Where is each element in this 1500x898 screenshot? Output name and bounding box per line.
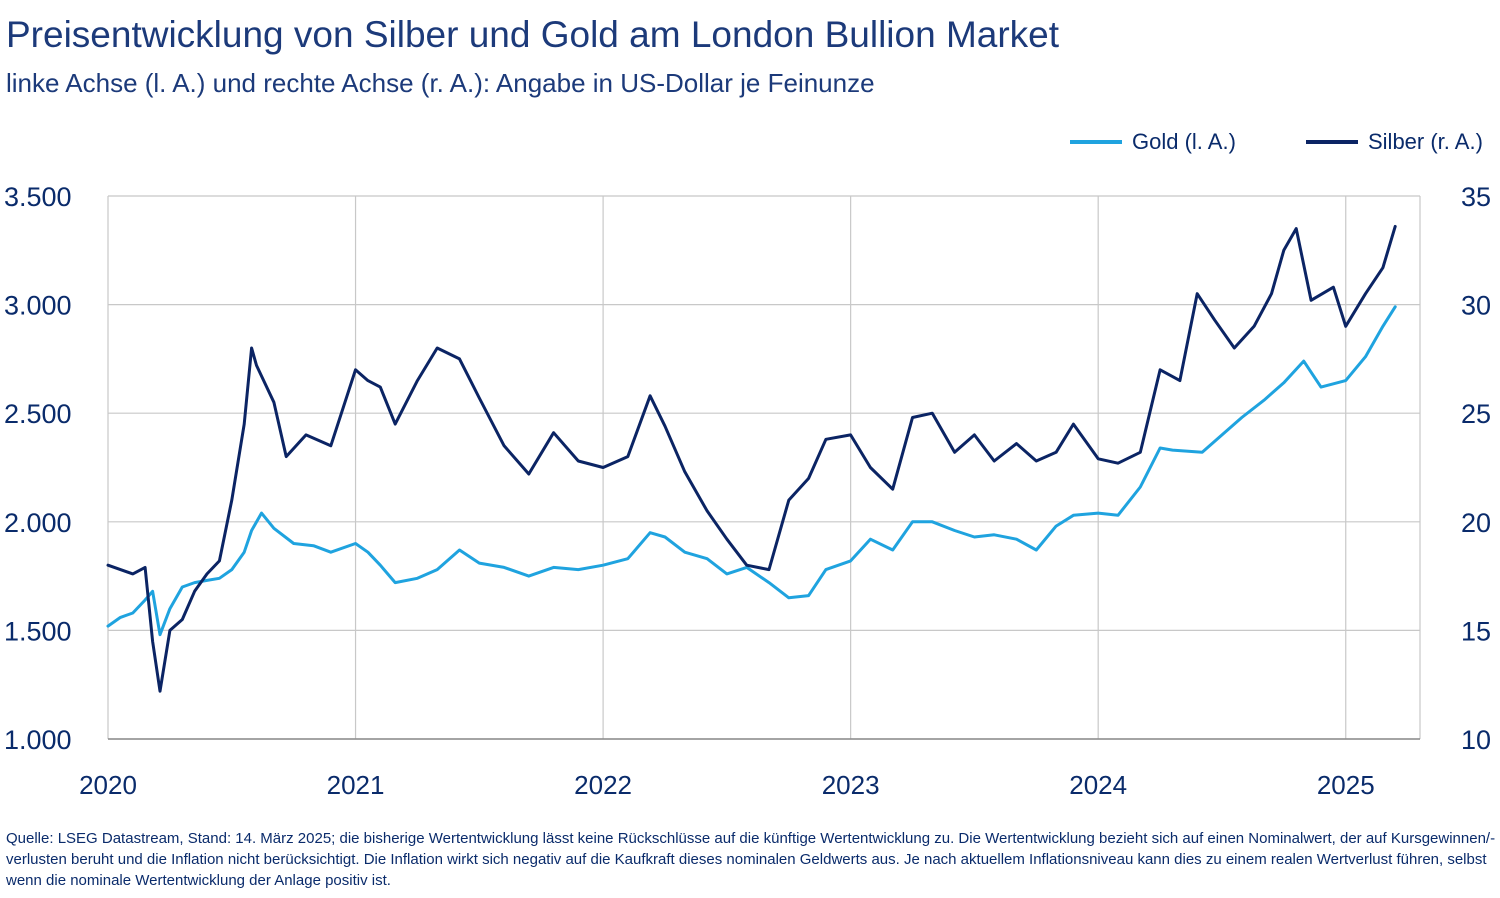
y-right-tick-label: 15 bbox=[1461, 616, 1491, 646]
x-tick-label: 2024 bbox=[1069, 770, 1127, 800]
legend-label-silver: Silber (r. A.) bbox=[1368, 129, 1483, 154]
series-line-silver bbox=[106, 224, 1397, 693]
series-line-gold bbox=[106, 305, 1397, 637]
y-right-tick-label: 35 bbox=[1461, 182, 1491, 212]
y-left-tick-label: 3.500 bbox=[4, 182, 72, 212]
chart-title: Preisentwicklung von Silber und Gold am … bbox=[6, 14, 1060, 55]
y-right-tick-label: 30 bbox=[1461, 291, 1491, 321]
legend-item-gold: Gold (l. A.) bbox=[1070, 126, 1236, 158]
x-tick-label: 2020 bbox=[79, 770, 137, 800]
chart-subtitle: linke Achse (l. A.) und rechte Achse (r.… bbox=[6, 68, 875, 98]
legend-label-gold: Gold (l. A.) bbox=[1132, 129, 1236, 154]
legend-item-silver: Silber (r. A.) bbox=[1306, 126, 1483, 158]
y-left-tick-label: 2.000 bbox=[4, 508, 72, 538]
y-left-tick-label: 2.500 bbox=[4, 399, 72, 429]
chart-legend: Gold (l. A.) Silber (r. A.) bbox=[1040, 126, 1500, 158]
source-footnote: Quelle: LSEG Datastream, Stand: 14. März… bbox=[6, 830, 1496, 889]
x-tick-label: 2025 bbox=[1317, 770, 1375, 800]
price-chart: 1.0001.5002.0002.5003.0003.5001015202530… bbox=[4, 182, 1491, 800]
y-right-tick-label: 25 bbox=[1461, 399, 1491, 429]
y-right-tick-label: 10 bbox=[1461, 725, 1491, 755]
y-left-tick-label: 1.500 bbox=[4, 616, 72, 646]
y-right-tick-label: 20 bbox=[1461, 508, 1491, 538]
legend-swatch-gold bbox=[1070, 140, 1122, 144]
legend-swatch-silver bbox=[1306, 140, 1358, 144]
y-left-tick-label: 3.000 bbox=[4, 291, 72, 321]
y-left-tick-label: 1.000 bbox=[4, 725, 72, 755]
x-tick-label: 2021 bbox=[327, 770, 385, 800]
x-tick-label: 2022 bbox=[574, 770, 632, 800]
x-tick-label: 2023 bbox=[822, 770, 880, 800]
